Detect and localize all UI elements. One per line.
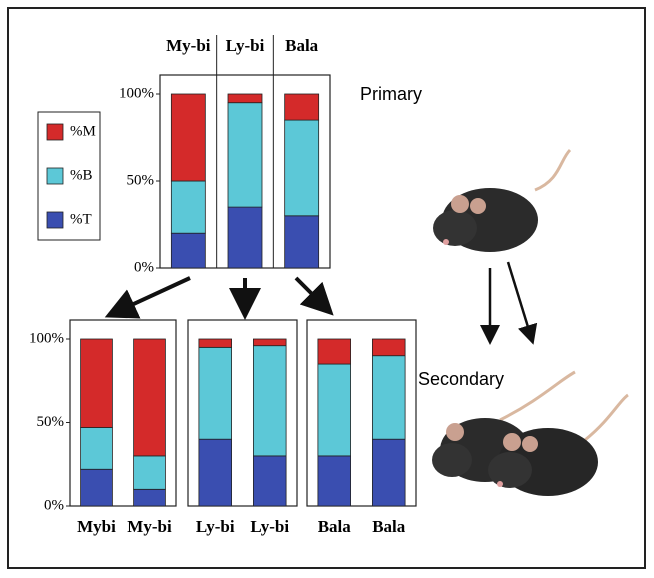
plot-frame bbox=[69, 319, 177, 507]
bar-segment bbox=[317, 338, 351, 365]
y-tick-label: 0% bbox=[134, 259, 154, 275]
bar-segment bbox=[170, 93, 206, 182]
category-label: Bala bbox=[372, 517, 406, 536]
bar-segment bbox=[170, 180, 206, 234]
bar-segment bbox=[284, 93, 320, 121]
bar-segment bbox=[80, 427, 113, 470]
arrows bbox=[104, 261, 538, 345]
category-label: My-bi bbox=[127, 517, 172, 536]
legend-label: %T bbox=[70, 211, 92, 227]
bar-segment bbox=[170, 232, 206, 269]
bar-segment bbox=[80, 468, 113, 507]
annotation: Primary bbox=[360, 84, 422, 104]
category-label: Bala bbox=[318, 517, 352, 536]
legend-swatch bbox=[46, 167, 64, 185]
legend-label: %M bbox=[70, 123, 96, 139]
bar-segment bbox=[317, 455, 351, 507]
plot-frame bbox=[306, 319, 417, 507]
bar-segment bbox=[227, 93, 263, 104]
bar-segment bbox=[252, 455, 287, 507]
category-label: Ly-bi bbox=[226, 36, 265, 55]
category-label: Bala bbox=[285, 36, 319, 55]
category-label: Ly-bi bbox=[250, 517, 289, 536]
category-label: My-bi bbox=[166, 36, 211, 55]
annotation: Secondary bbox=[418, 369, 504, 389]
y-tick-label: 100% bbox=[119, 85, 154, 101]
bar-segment bbox=[198, 338, 232, 348]
bar-segment bbox=[371, 338, 406, 357]
bar-segment bbox=[133, 488, 166, 507]
plot-frame bbox=[187, 319, 298, 507]
bar-segment bbox=[371, 355, 406, 440]
bar-segment bbox=[227, 102, 263, 208]
y-tick-label: 100% bbox=[29, 330, 64, 346]
bar-segment bbox=[252, 338, 287, 347]
bar-segment bbox=[252, 345, 287, 457]
bar-segment bbox=[227, 206, 263, 269]
y-tick-label: 0% bbox=[44, 497, 64, 513]
bar-segment bbox=[198, 346, 232, 440]
bar-segment bbox=[80, 338, 113, 428]
bar-segment bbox=[284, 215, 320, 269]
legend-swatch bbox=[46, 211, 64, 229]
bar-segment bbox=[284, 119, 320, 217]
bar-segment bbox=[133, 455, 166, 490]
bar-segment bbox=[133, 338, 166, 457]
y-tick-label: 50% bbox=[37, 414, 65, 430]
y-tick-label: 50% bbox=[127, 172, 155, 188]
mouse-secondary bbox=[432, 370, 629, 496]
mouse-primary bbox=[433, 148, 572, 252]
category-label: Mybi bbox=[77, 517, 116, 536]
bar-segment bbox=[317, 363, 351, 457]
bar-segment bbox=[371, 438, 406, 507]
legend-swatch bbox=[46, 123, 64, 141]
legend-label: %B bbox=[70, 167, 93, 183]
category-label: Ly-bi bbox=[196, 517, 235, 536]
bar-segment bbox=[198, 438, 232, 507]
